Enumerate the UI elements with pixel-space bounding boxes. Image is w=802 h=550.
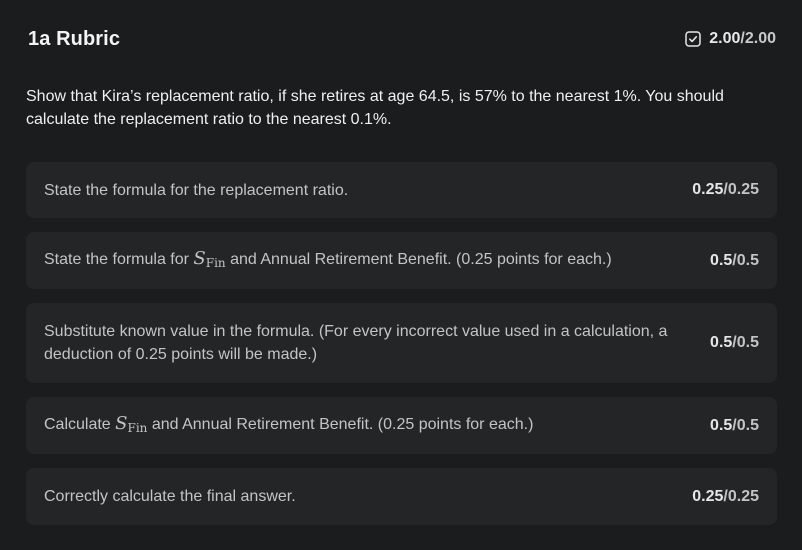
- criterion-description: Correctly calculate the final answer.: [44, 488, 296, 505]
- rubric-criterion: State the formula for SFin and Annual Re…: [26, 232, 777, 289]
- criterion-score-separator: /: [732, 334, 737, 351]
- criterion-description: State the formula for SFin and Annual Re…: [44, 247, 612, 275]
- criterion-text-before: State the formula for: [44, 250, 194, 268]
- checkbox-checked-icon: [685, 31, 702, 47]
- rubric-header: 1a Rubric 2.00/2.00: [28, 25, 776, 53]
- math-variable-subscript: Fin: [205, 255, 226, 270]
- criterion-score: 0.25/0.25: [692, 181, 759, 199]
- total-score-separator: /: [740, 30, 745, 47]
- criterion-score-earned: 0.5: [710, 416, 733, 434]
- criterion-score: 0.5/0.5: [710, 417, 759, 435]
- criterion-text-before: Calculate: [44, 415, 116, 433]
- criterion-score-earned: 0.5: [710, 334, 733, 351]
- rubric-criterion: Correctly calculate the final answer. 0.…: [26, 468, 777, 525]
- criterion-score: 0.5/0.5: [710, 252, 759, 270]
- total-score: 2.00/2.00: [685, 30, 776, 48]
- criterion-score-max: 0.5: [736, 334, 759, 351]
- criterion-text-after: and Annual Retirement Benefit. (0.25 poi…: [147, 415, 534, 433]
- math-variable: SFin: [193, 247, 226, 270]
- criterion-score-separator: /: [723, 181, 728, 198]
- criterion-description: State the formula for the replacement ra…: [44, 181, 349, 199]
- criterion-score-earned: 0.25: [692, 181, 724, 198]
- criterion-description: Substitute known value in the formula. (…: [44, 323, 668, 363]
- criterion-score: 0.25/0.25: [692, 488, 759, 506]
- criterion-score-earned: 0.25: [692, 487, 724, 505]
- criterion-score-separator: /: [723, 487, 728, 505]
- rubric-criterion: Substitute known value in the formula. (…: [26, 303, 777, 383]
- math-variable-subscript: Fin: [127, 420, 148, 435]
- criterion-score-max: 0.25: [727, 487, 759, 505]
- criterion-score-earned: 0.5: [710, 251, 733, 269]
- criterion-score-separator: /: [732, 251, 737, 269]
- criterion-score-max: 0.5: [736, 251, 759, 269]
- question-prompt: Show that Kira’s replacement ratio, if s…: [26, 88, 724, 128]
- criterion-score-max: 0.5: [736, 416, 759, 434]
- rubric-criterion: State the formula for the replacement ra…: [26, 162, 777, 218]
- rubric-criterion: Calculate SFin and Annual Retirement Ben…: [26, 397, 777, 454]
- criterion-score-separator: /: [732, 416, 737, 434]
- rubric-title: 1a Rubric: [28, 27, 121, 50]
- criterion-text-after: and Annual Retirement Benefit. (0.25 poi…: [225, 250, 612, 268]
- rubric-criteria-list: State the formula for the replacement ra…: [26, 162, 777, 525]
- math-variable-base: S: [115, 412, 128, 434]
- math-variable-base: S: [193, 247, 206, 269]
- math-variable: SFin: [115, 412, 148, 435]
- total-score-earned: 2.00: [709, 30, 741, 47]
- criterion-score-max: 0.25: [727, 181, 759, 198]
- criterion-description: Calculate SFin and Annual Retirement Ben…: [44, 412, 533, 440]
- criterion-score: 0.5/0.5: [710, 334, 759, 352]
- total-score-max: 2.00: [744, 30, 776, 47]
